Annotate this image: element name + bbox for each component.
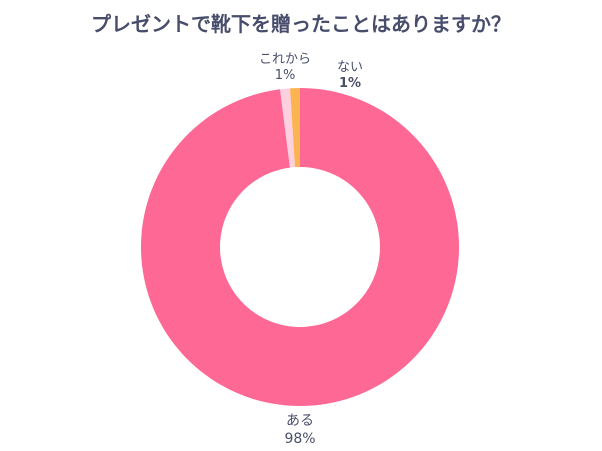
- label-korekara: これから 1%: [250, 52, 320, 84]
- label-nai-pct: 1%: [338, 76, 362, 91]
- label-aru: ある 98%: [270, 412, 330, 448]
- label-aru-name: ある: [286, 413, 314, 429]
- chart-title: プレゼントで靴下を贈ったことはありますか？: [91, 12, 511, 36]
- label-korekara-name: これから: [258, 52, 311, 67]
- label-aru-pct: 98%: [284, 431, 316, 447]
- label-korekara-pct: 1%: [274, 68, 296, 83]
- slice-1: [280, 88, 295, 168]
- slice-2: [290, 88, 300, 168]
- label-nai-name: ない: [336, 60, 363, 75]
- slice-0: [140, 88, 459, 406]
- label-nai: ない 1%: [325, 60, 375, 92]
